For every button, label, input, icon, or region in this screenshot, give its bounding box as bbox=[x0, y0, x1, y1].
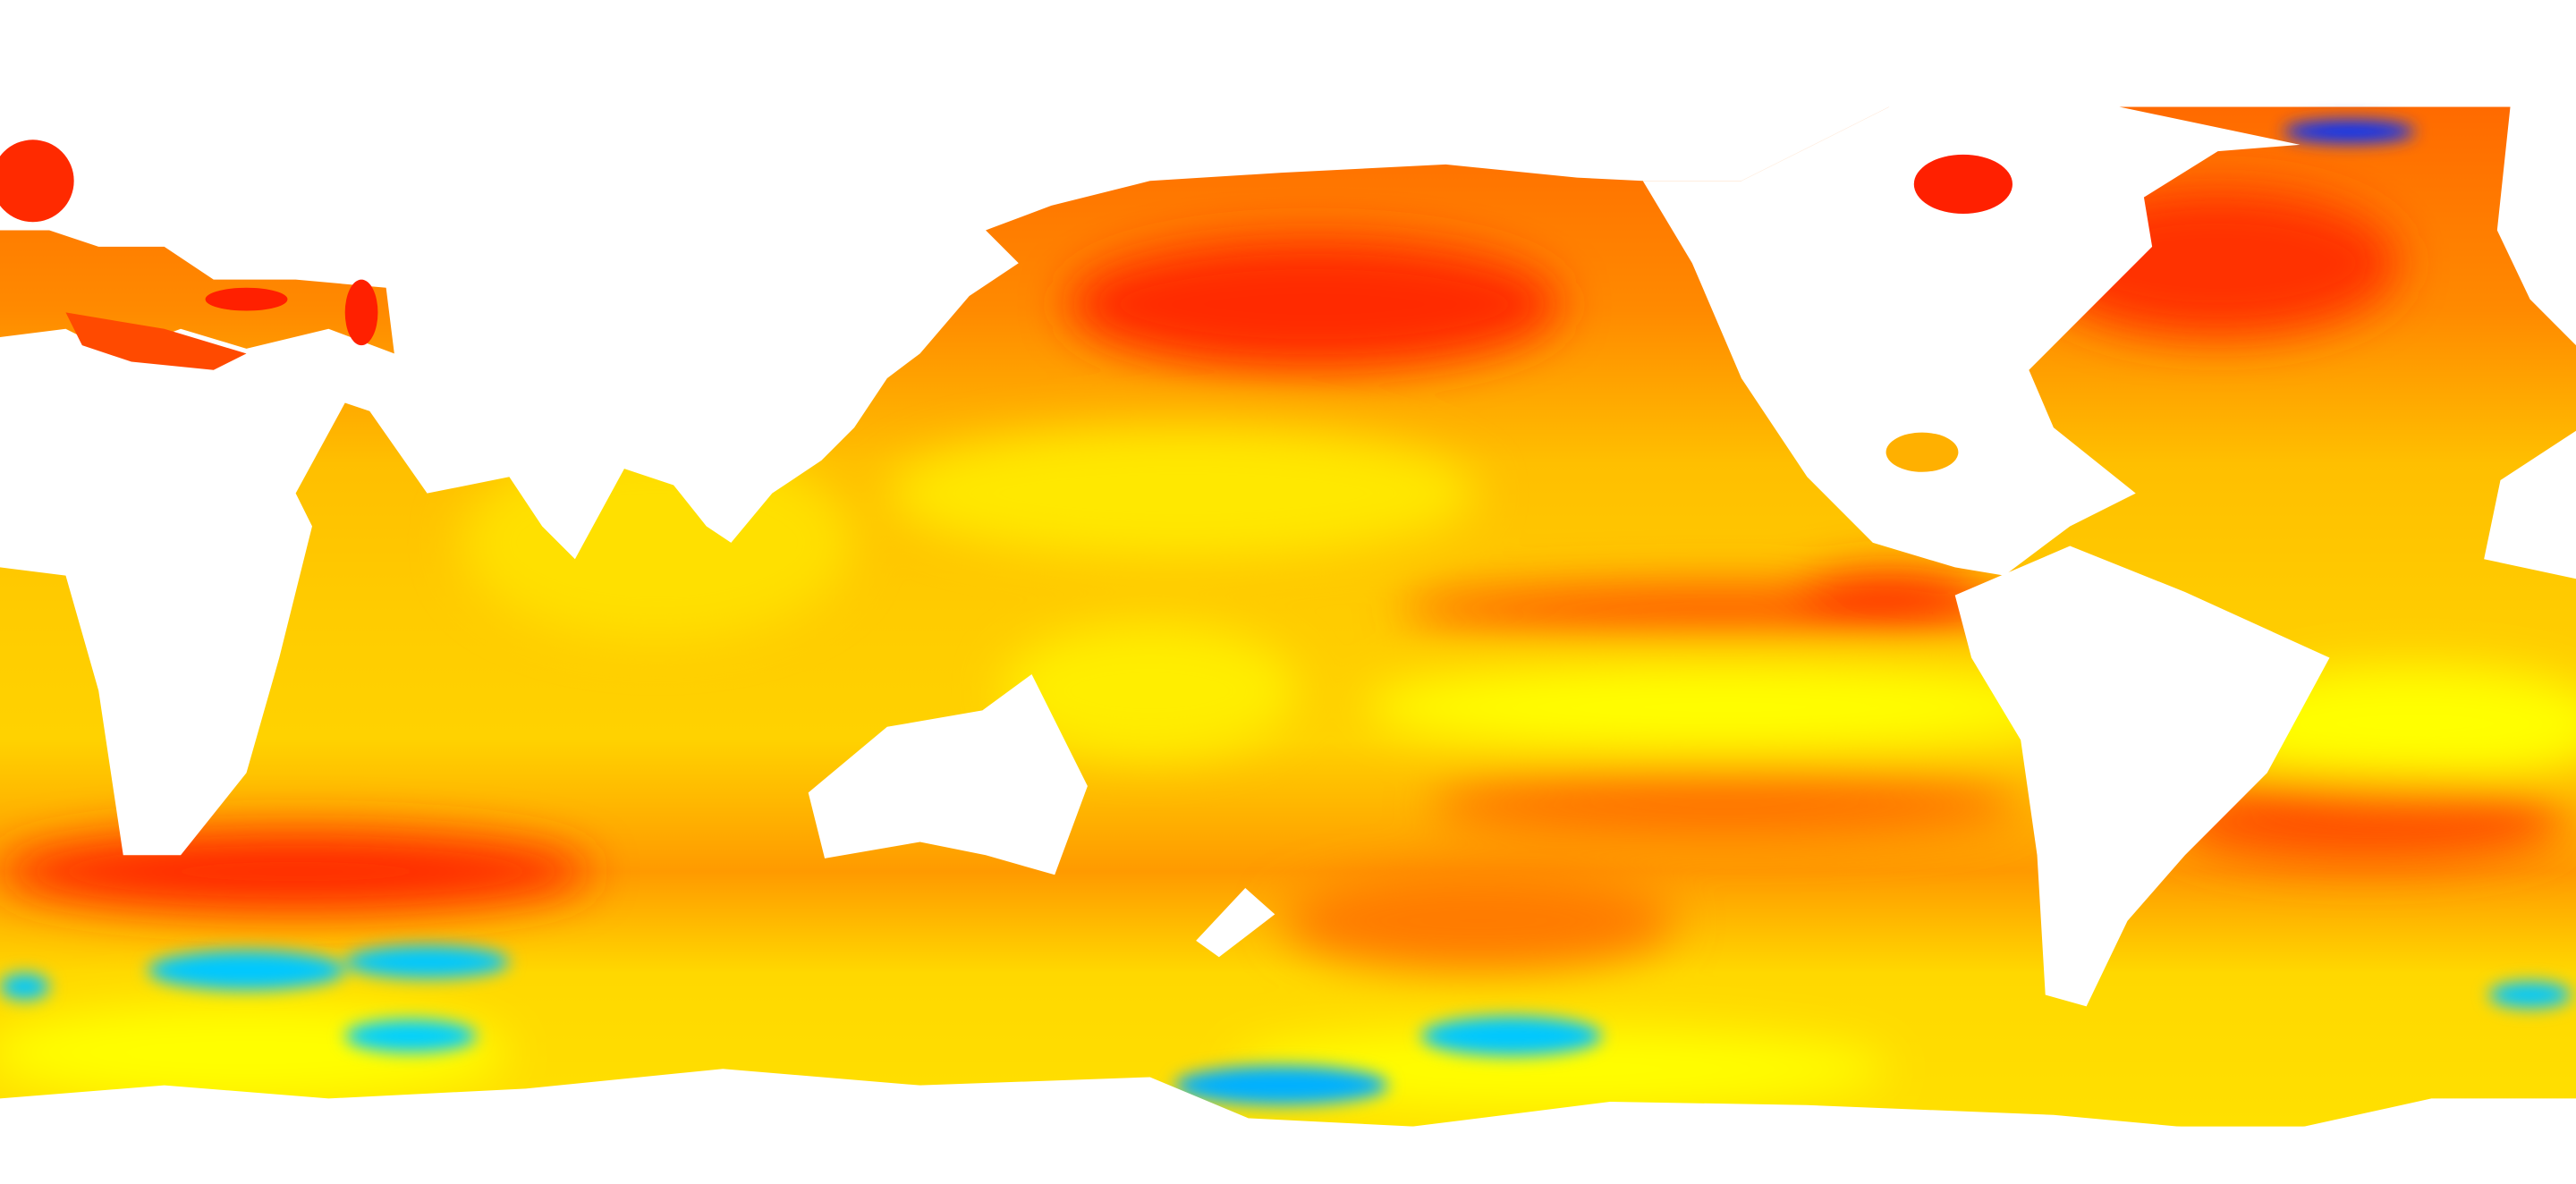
caspian-sea bbox=[344, 279, 378, 346]
cool-patch bbox=[886, 427, 1479, 560]
warm-patch bbox=[2168, 781, 2563, 864]
cold-anomalies bbox=[0, 120, 2572, 1105]
warm-patch bbox=[1791, 571, 1988, 630]
anomaly-field bbox=[0, 189, 2576, 1111]
cold-patch bbox=[2284, 120, 2415, 143]
cold-patch bbox=[2488, 981, 2572, 1009]
cool-patch bbox=[0, 1002, 510, 1103]
africa-east bbox=[2484, 430, 2576, 579]
inland-seas bbox=[0, 140, 2012, 472]
australia bbox=[808, 673, 1088, 875]
cold-patch bbox=[1174, 1065, 1389, 1105]
cold-patch bbox=[1420, 1016, 1602, 1056]
cold-patch bbox=[344, 945, 510, 979]
black-sea bbox=[205, 287, 288, 311]
warm-patch bbox=[0, 830, 592, 913]
cold-patch bbox=[0, 973, 50, 1001]
gulf-of-mexico bbox=[1885, 432, 1959, 472]
warm-patch bbox=[1428, 773, 2021, 839]
land bbox=[0, 106, 2576, 1184]
hudson-bay bbox=[1913, 154, 2012, 215]
eurasia-africa bbox=[0, 106, 1890, 856]
new-zealand bbox=[1196, 888, 1275, 958]
south-america bbox=[1954, 545, 2330, 1007]
cool-patch bbox=[1002, 624, 1299, 757]
north-america bbox=[1642, 106, 2301, 576]
europe-east bbox=[2496, 106, 2576, 346]
cool-patch bbox=[1232, 1028, 1890, 1111]
cool-patch bbox=[1363, 664, 2087, 750]
baltic bbox=[0, 140, 74, 223]
warm-patch bbox=[1067, 238, 1561, 370]
cold-patch bbox=[148, 950, 345, 991]
antarctica bbox=[0, 1069, 2576, 1184]
mediterranean bbox=[65, 312, 247, 370]
cold-patch bbox=[344, 1019, 477, 1053]
warm-patch bbox=[1281, 871, 1676, 970]
